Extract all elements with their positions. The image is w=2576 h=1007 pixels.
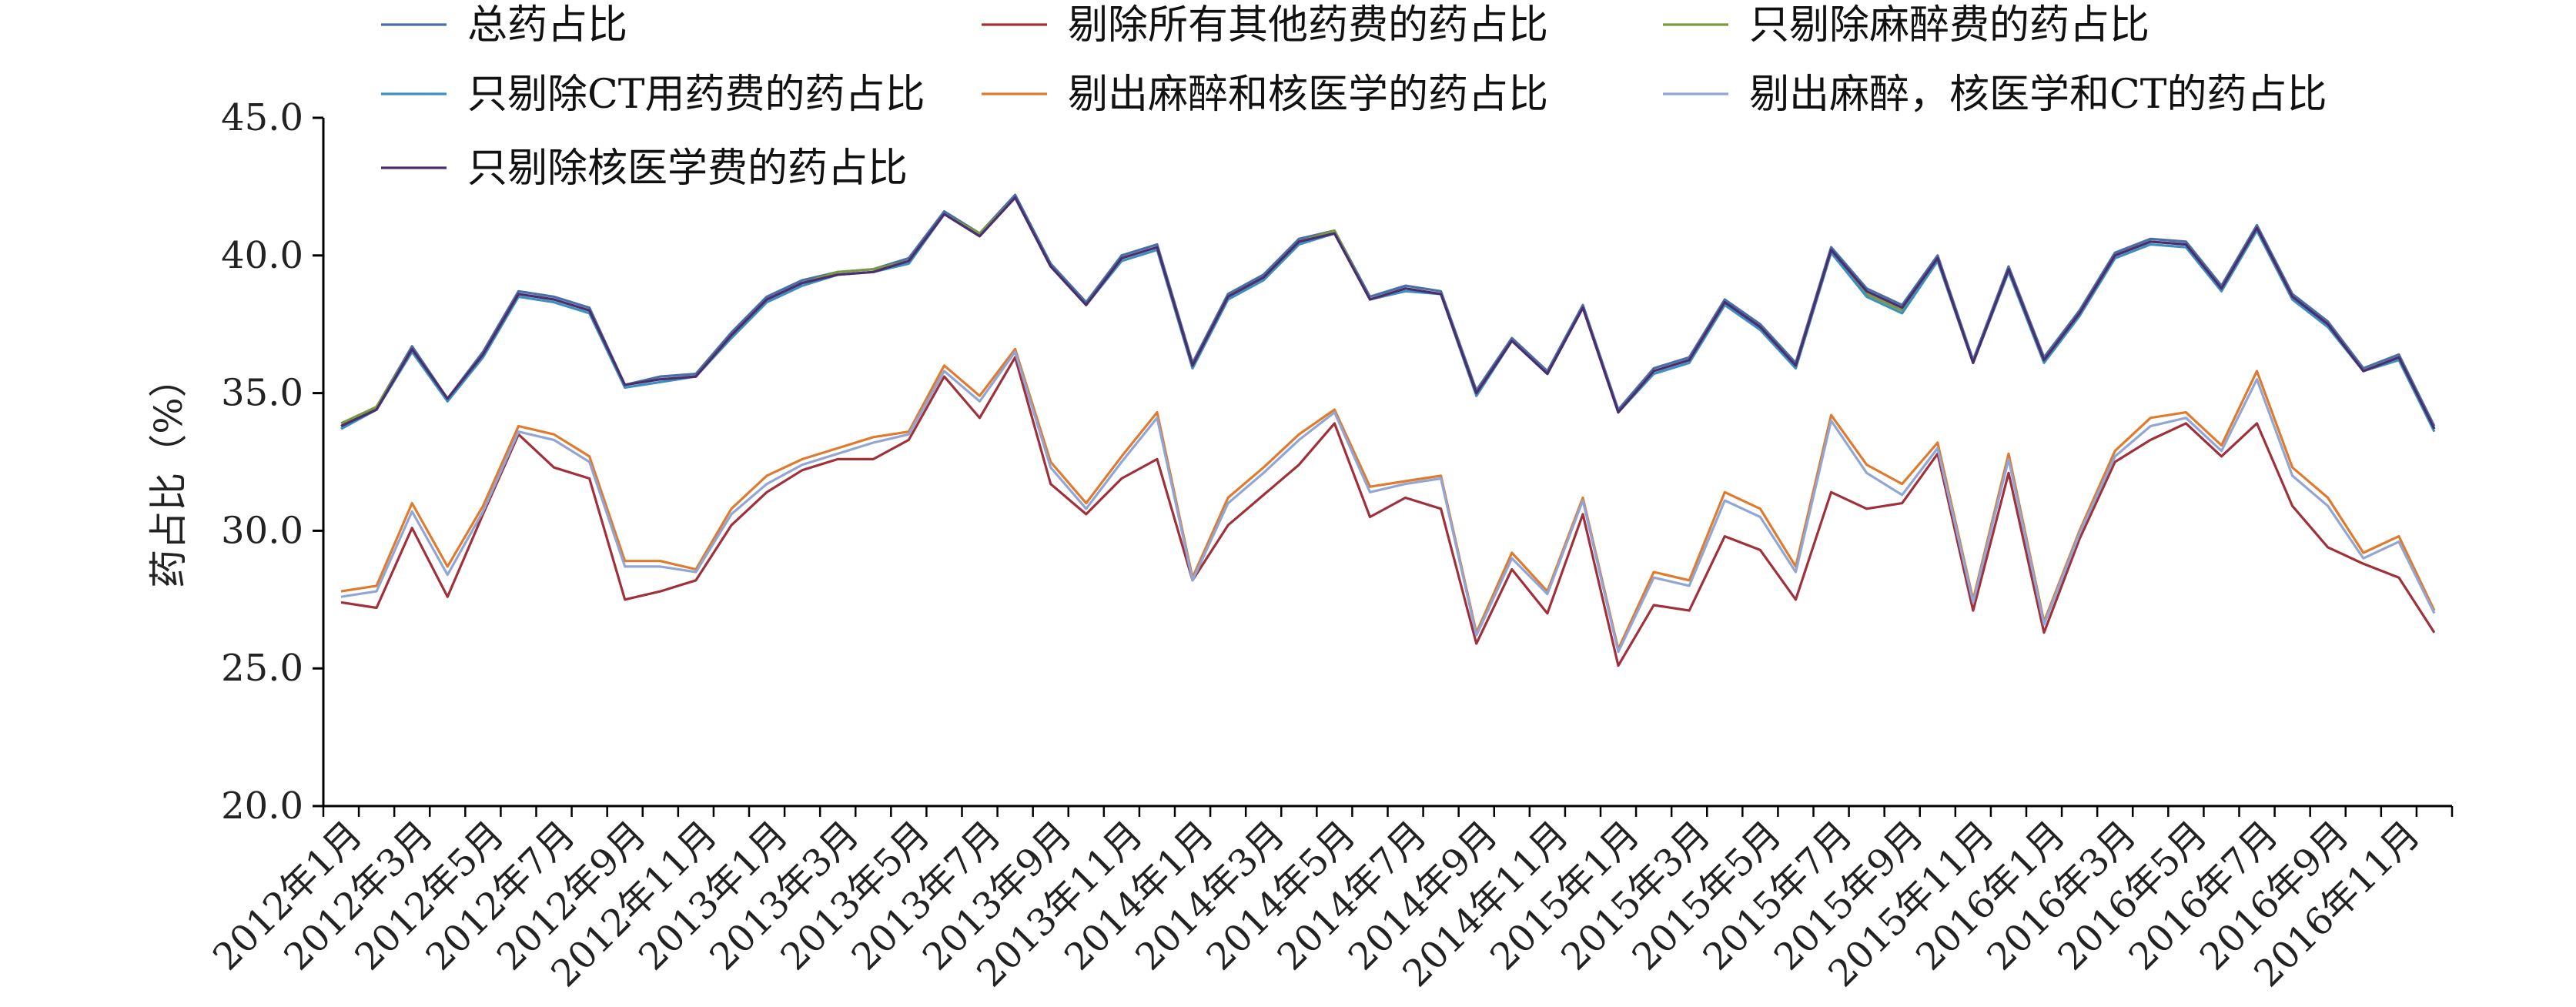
series-layer (340, 193, 2436, 667)
legend-label: 只剔除麻醉费的药占比 (1749, 2, 2149, 49)
series-line-5 (340, 347, 2436, 651)
series-line-6 (340, 350, 2436, 654)
legend-label: 剔出麻醉，核医学和CT的药占比 (1749, 72, 2327, 118)
series-line-4 (340, 196, 2436, 433)
y-tick-label: 40.0 (221, 234, 303, 277)
y-tick-label: 25.0 (221, 647, 303, 690)
legend-label: 总药占比 (467, 2, 627, 49)
series-line-3 (340, 196, 2436, 430)
y-tick-label: 45.0 (221, 96, 303, 139)
legend-label: 剔除所有其他药费的药占比 (1068, 2, 1548, 49)
legend-label: 剔出麻醉和核医学的药占比 (1068, 72, 1548, 118)
y-tick-label: 20.0 (221, 785, 303, 828)
series-line-2 (340, 356, 2436, 667)
legend-label: 只剔除CT用药费的药占比 (467, 72, 925, 118)
y-tick-label: 35.0 (221, 372, 303, 415)
y-axis-title: 药占比（%） (146, 359, 191, 588)
series-line-1 (340, 193, 2436, 427)
legend-label: 只剔除核医学费的药占比 (467, 146, 908, 192)
series-line-7 (340, 196, 2436, 430)
y-tick-label: 30.0 (221, 509, 303, 552)
